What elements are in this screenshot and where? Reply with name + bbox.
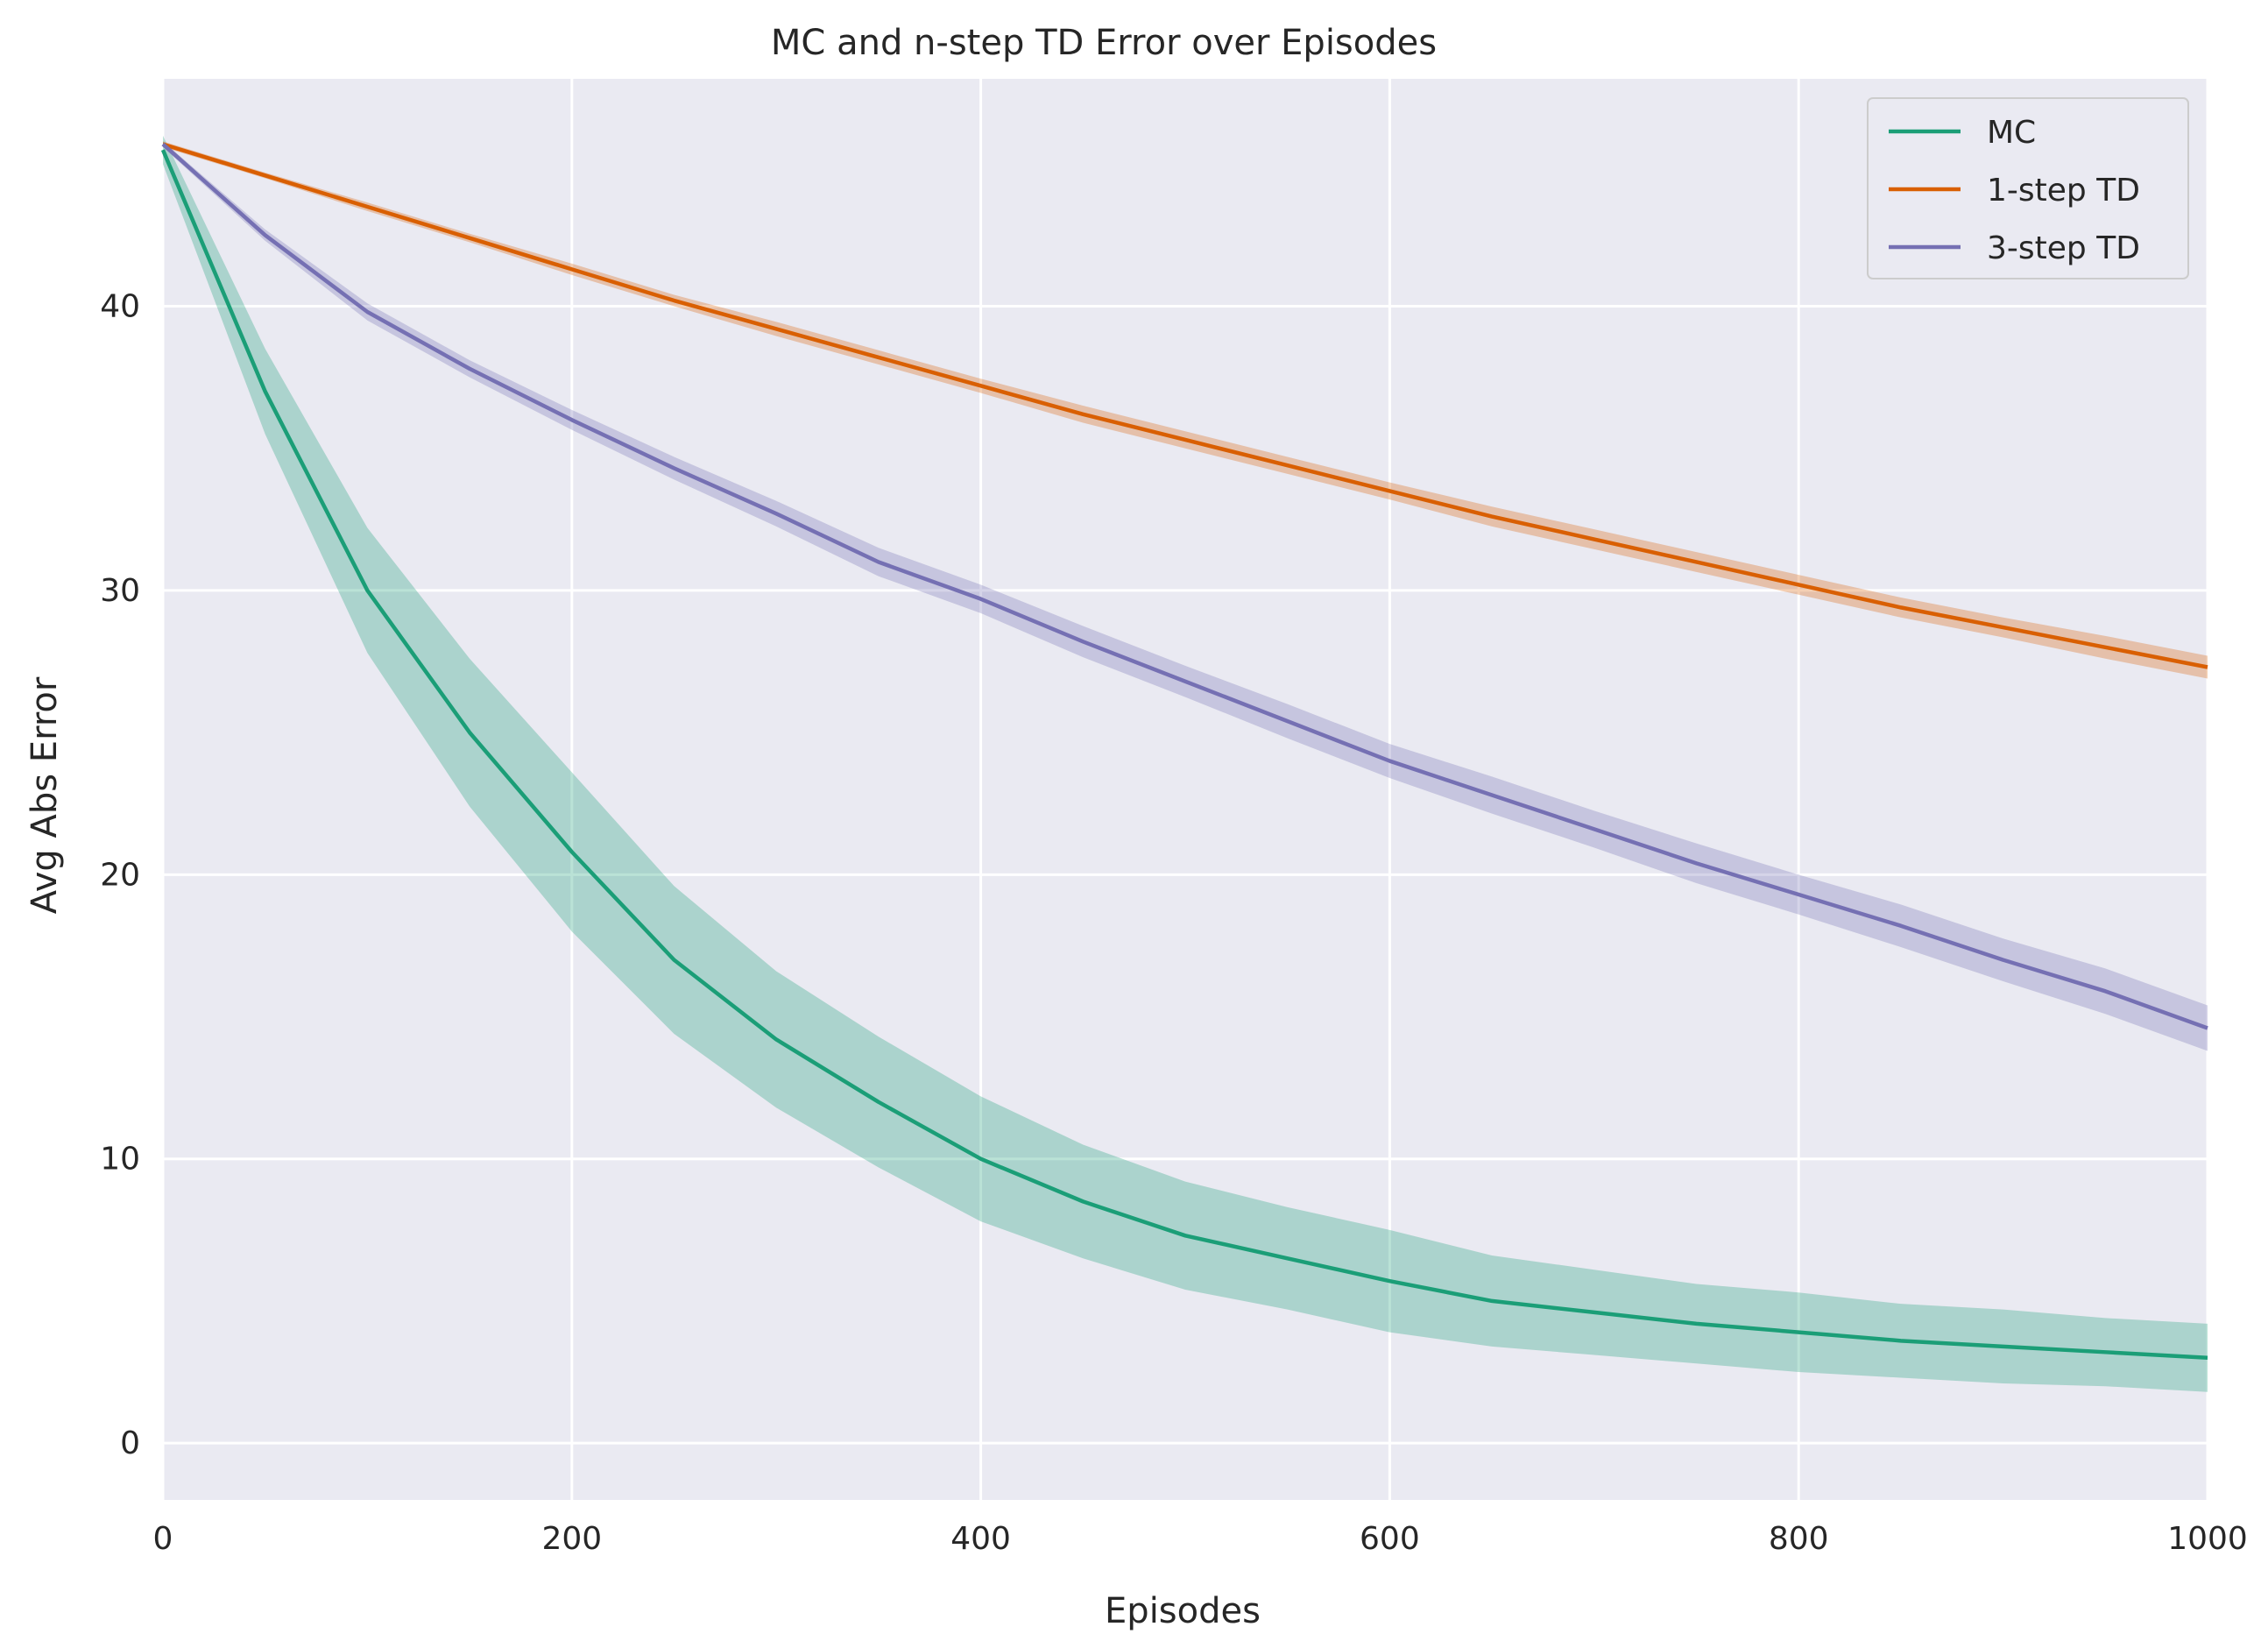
series-line	[161, 142, 2208, 1030]
y-tick-label: 0	[120, 1425, 140, 1461]
grid	[161, 79, 2209, 1500]
legend: MC 1-step TD 3-step TD	[1867, 97, 2189, 279]
x-tick-label: 800	[1769, 1521, 1829, 1557]
tick-labels: 0 200 400 600 800 1000 0 10 20 30 40	[100, 289, 2248, 1557]
series-line	[162, 142, 2208, 669]
x-tick-label: 1000	[2167, 1521, 2248, 1557]
legend-label: 1-step TD	[1987, 173, 2140, 209]
x-axis-label: Episodes	[1105, 1591, 1261, 1631]
chart-title: MC and n-step TD Error over Episodes	[771, 23, 1437, 63]
y-tick-label: 30	[100, 573, 140, 609]
series-lines	[160, 142, 2208, 1361]
x-tick-label: 0	[153, 1521, 173, 1557]
x-tick-label: 400	[950, 1521, 1011, 1557]
y-axis-label: Avg Abs Error	[25, 676, 65, 914]
x-tick-label: 200	[541, 1521, 602, 1557]
x-tick-label: 600	[1360, 1521, 1420, 1557]
y-tick-label: 10	[100, 1142, 140, 1178]
y-tick-label: 40	[100, 289, 140, 325]
legend-label: MC	[1987, 115, 2036, 151]
legend-box	[1867, 97, 2189, 279]
confidence-band	[163, 141, 2208, 679]
legend-label: 3-step TD	[1987, 230, 2140, 266]
y-tick-label: 20	[100, 857, 140, 893]
series-line	[160, 149, 2208, 1361]
plot-background	[163, 79, 2208, 1500]
